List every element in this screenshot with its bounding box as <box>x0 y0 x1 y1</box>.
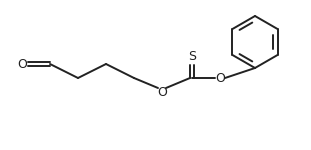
Text: O: O <box>17 57 27 70</box>
Text: O: O <box>157 85 167 99</box>
Text: S: S <box>188 51 196 63</box>
Text: O: O <box>215 72 225 84</box>
